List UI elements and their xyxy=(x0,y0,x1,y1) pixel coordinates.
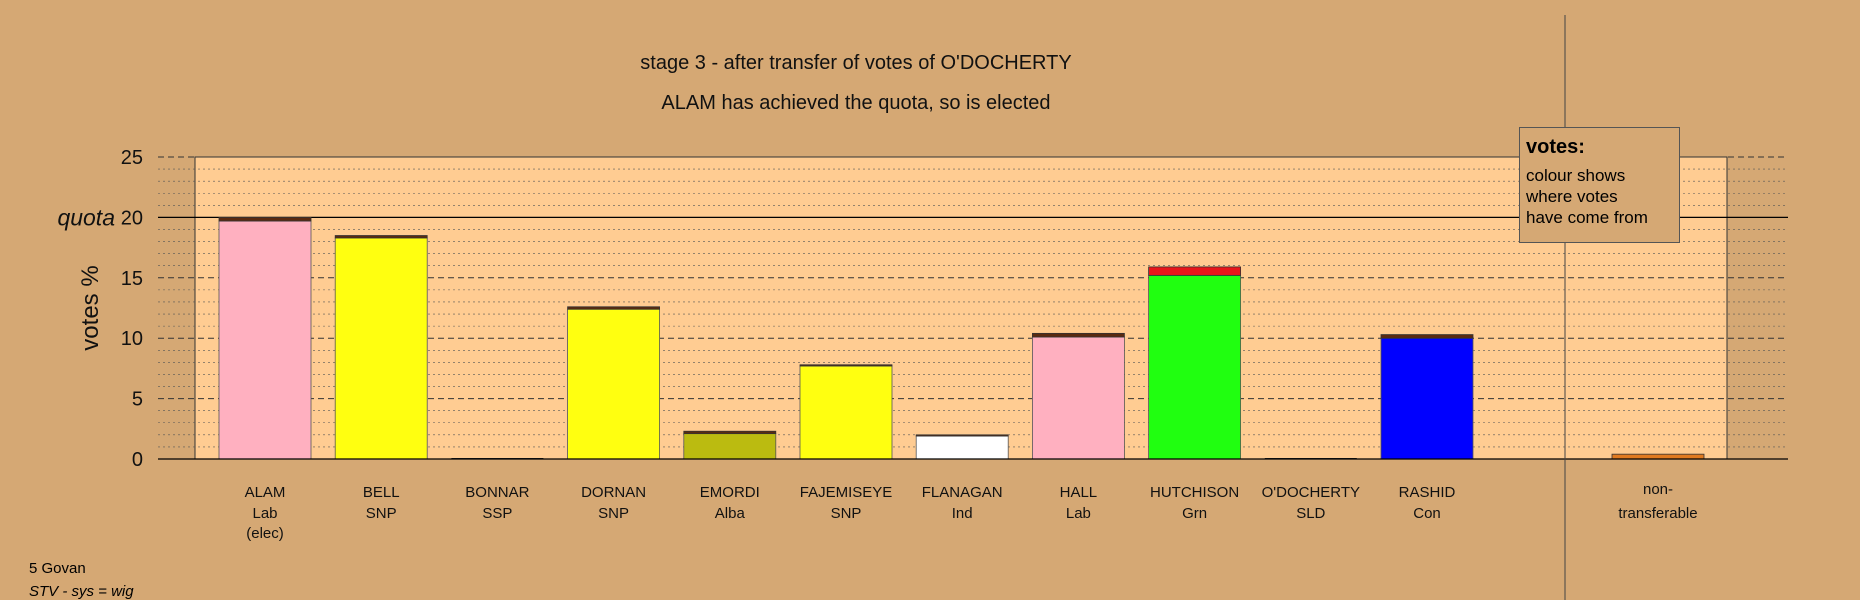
candidate-name: DORNAN xyxy=(581,484,646,501)
candidate-party: SNP xyxy=(598,505,629,522)
y-tick-label: 25 xyxy=(121,147,143,169)
legend-line: have come from xyxy=(1526,208,1648,227)
bar-transfer-votes xyxy=(799,364,893,367)
bar-transfer-votes xyxy=(683,430,777,435)
bar-base-votes xyxy=(1032,336,1125,460)
bars xyxy=(218,216,1705,460)
candidate-party: SLD xyxy=(1296,505,1325,522)
candidate-name: BONNAR xyxy=(465,484,529,501)
bar-transfer-votes xyxy=(1148,266,1241,276)
candidate-party: Alba xyxy=(715,505,746,522)
candidate-name: FLANAGAN xyxy=(922,484,1003,501)
bar-base-votes xyxy=(799,365,893,460)
candidate-name: HUTCHISON xyxy=(1150,484,1239,501)
candidate-name: O'DOCHERTY xyxy=(1262,484,1360,501)
candidate-party: Lab xyxy=(1066,505,1091,522)
bar-base-votes xyxy=(218,220,312,460)
candidate-name: HALL xyxy=(1060,484,1098,501)
bar-transfer-votes xyxy=(567,306,660,310)
voting-system: STV - sys = wig xyxy=(29,583,134,600)
nontransferable-label: non- xyxy=(1643,481,1673,498)
bar-transfer-votes xyxy=(334,235,428,239)
y-tick-label: 10 xyxy=(121,328,143,350)
candidate-party: SNP xyxy=(831,505,862,522)
candidate-name: FAJEMISEYE xyxy=(800,484,893,501)
bar-nontransferable xyxy=(1611,453,1705,460)
nontransferable-label: transferable xyxy=(1618,505,1697,522)
bar-base-votes xyxy=(683,433,777,460)
candidate-name: ALAM xyxy=(245,484,286,501)
legend-line: where votes xyxy=(1526,187,1618,206)
candidate-party: SNP xyxy=(366,505,397,522)
bar-base-votes xyxy=(334,237,428,460)
candidate-party: Grn xyxy=(1182,505,1207,522)
legend-box: votes: colour shows where votes have com… xyxy=(1519,127,1680,243)
quota-label: quota xyxy=(57,204,115,230)
chart-subtitle: ALAM has achieved the quota, so is elect… xyxy=(661,92,1051,114)
bar-base-votes xyxy=(567,308,660,460)
y-axis-label: votes % xyxy=(77,265,104,350)
y-tick-label: 5 xyxy=(132,389,143,411)
bar-base-votes xyxy=(1148,274,1241,460)
chart-title: stage 3 - after transfer of votes of O'D… xyxy=(640,52,1072,74)
y-tick-label: 20 xyxy=(121,207,143,229)
labels: 0 5 10 15 20 25 quota votes % ALAM Lab (elec) BELL S… xyxy=(57,147,1697,542)
candidate-name: BELL xyxy=(363,484,400,501)
gridlines xyxy=(158,156,1788,448)
candidate-party: Lab xyxy=(252,505,277,522)
legend-title: votes: xyxy=(1526,136,1585,158)
candidate-name: EMORDI xyxy=(700,484,760,501)
bar-base-votes xyxy=(1380,337,1474,460)
candidate-party: SSP xyxy=(482,505,512,522)
bar-transfer-votes xyxy=(1032,332,1125,338)
bar-base-votes xyxy=(915,435,1009,460)
candidate-note: (elec) xyxy=(246,525,284,542)
bar-transfer-votes xyxy=(1380,334,1474,339)
bar-transfer-votes xyxy=(218,216,312,222)
candidate-party: Ind xyxy=(952,505,973,522)
bar-transfer-votes xyxy=(915,434,1009,437)
ward-name: 5 Govan xyxy=(29,560,86,577)
axes xyxy=(158,15,1788,600)
y-tick-label: 15 xyxy=(121,268,143,290)
candidate-party: Con xyxy=(1413,505,1441,522)
candidate-name: RASHID xyxy=(1399,484,1456,501)
y-tick-label: 0 xyxy=(132,449,143,471)
legend-line: colour shows xyxy=(1526,166,1626,185)
